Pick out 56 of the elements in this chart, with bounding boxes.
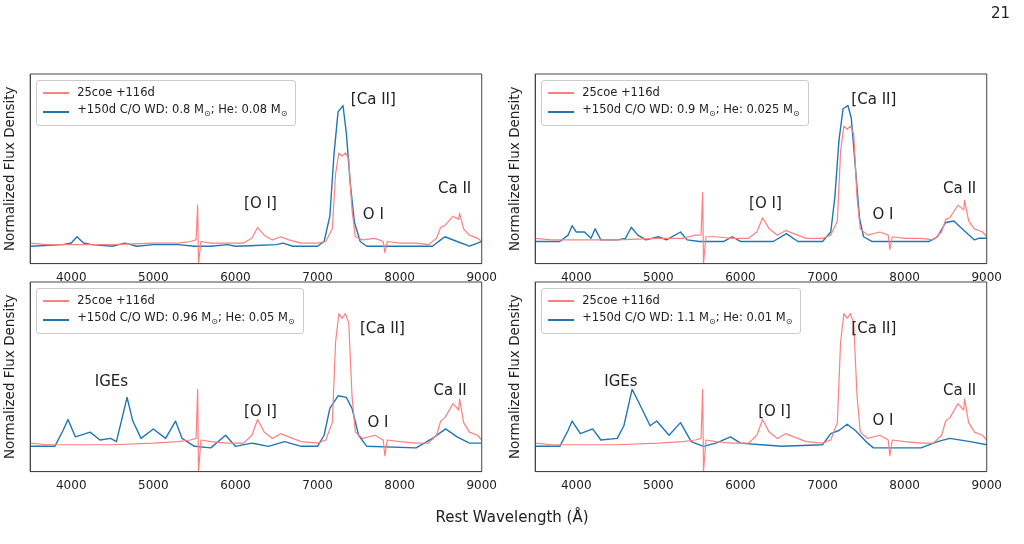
annotation: O I	[872, 205, 894, 224]
annotation: O I	[362, 205, 384, 224]
x-tick-label: 9000	[466, 477, 497, 492]
legend-label: +150d C/O WD: 0.8 M$_{⊙}$; He: 0.08 M$_{⊙}$	[77, 101, 288, 121]
x-tick-label: 4000	[55, 477, 87, 492]
x-tick-label: 5000	[138, 477, 169, 492]
y-axis-title: Normalized Flux Density	[505, 294, 522, 460]
x-axis-title: Rest Wavelength (Å)	[434, 508, 590, 526]
legend-label: +150d C/O WD: 0.96 M$_{⊙}$; He: 0.05 M$_{⊙}$	[77, 309, 295, 329]
x-tick-label: 6000	[220, 477, 251, 492]
annotation: O I	[367, 413, 389, 432]
y-axis-title: Normalized Flux Density	[0, 294, 17, 460]
legend-label: 25coe +116d	[77, 84, 155, 101]
x-tick-label: 8000	[889, 477, 920, 492]
x-tick-label: 4000	[55, 269, 87, 284]
annotation: [O I]	[244, 401, 277, 420]
annotation: [Ca II]	[851, 318, 897, 337]
x-tick-label: 7000	[302, 269, 333, 284]
legend-label: +150d C/O WD: 0.9 M$_{⊙}$; He: 0.025 M$_{⊙}$	[582, 101, 800, 121]
x-tick-label: 7000	[807, 477, 838, 492]
x-tick-label: 5000	[643, 269, 674, 284]
legend-label: 25coe +116d	[582, 292, 660, 309]
x-tick-label: 8000	[384, 269, 415, 284]
annotation: Ca II	[942, 178, 977, 197]
annotation: [Ca II]	[350, 89, 396, 108]
annotation: Ca II	[437, 178, 472, 197]
annotation: IGEs	[94, 371, 129, 390]
annotation: IGEs	[604, 371, 638, 390]
x-tick-label: 8000	[384, 477, 415, 492]
x-tick-label: 5000	[138, 269, 169, 284]
x-tick-label: 4000	[560, 269, 592, 284]
x-tick-label: 9000	[466, 269, 497, 284]
x-tick-label: 5000	[643, 477, 674, 492]
annotation: [Ca II]	[851, 89, 897, 108]
annotation: [O I]	[749, 193, 782, 212]
annotation: Ca II	[433, 381, 467, 400]
y-axis-title: Normalized Flux Density	[505, 86, 522, 252]
annotation: [O I]	[244, 193, 277, 212]
x-tick-label: 9000	[971, 477, 1002, 492]
x-tick-label: 8000	[889, 269, 920, 284]
x-tick-label: 9000	[971, 269, 1002, 284]
annotation: Ca II	[942, 381, 977, 400]
x-tick-label: 6000	[220, 269, 251, 284]
annotation: [O I]	[758, 401, 791, 420]
x-tick-label: 4000	[560, 477, 592, 492]
annotation: [Ca II]	[359, 318, 405, 337]
x-tick-label: 6000	[725, 269, 756, 284]
text: 21	[990, 4, 1010, 22]
x-tick-label: 7000	[807, 269, 838, 284]
legend-label: 25coe +116d	[582, 84, 660, 101]
x-tick-label: 7000	[302, 477, 333, 492]
y-axis-title: Normalized Flux Density	[0, 86, 17, 252]
legend-label: 25coe +116d	[77, 292, 155, 309]
legend-label: +150d C/O WD: 1.1 M$_{⊙}$; He: 0.01 M$_{⊙}$	[582, 309, 793, 329]
annotation: O I	[872, 411, 894, 430]
x-tick-label: 6000	[725, 477, 756, 492]
